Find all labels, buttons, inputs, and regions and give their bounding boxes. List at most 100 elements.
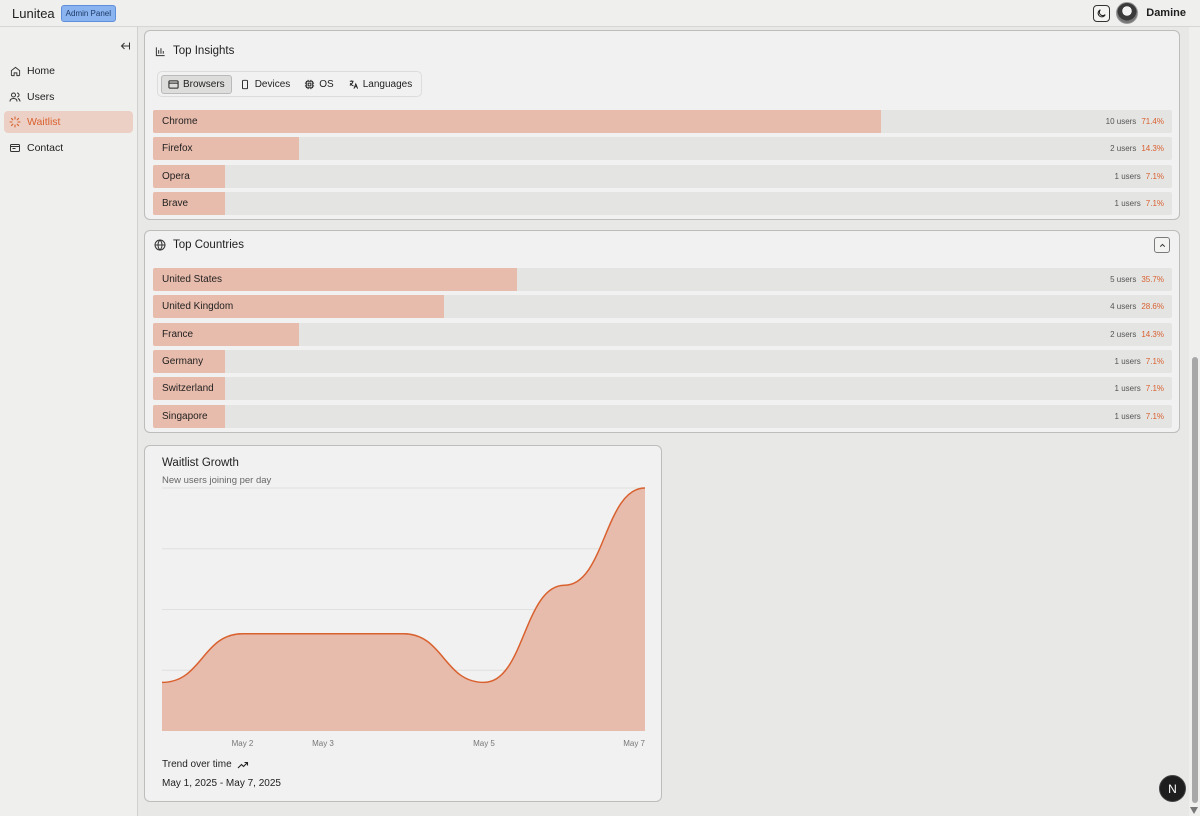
theme-toggle-button[interactable] xyxy=(1093,4,1111,22)
sidebar-item-label: Users xyxy=(27,90,55,103)
date-range: May 1, 2025 - May 7, 2025 xyxy=(162,778,281,789)
bar-fill xyxy=(153,349,226,373)
floating-action-button[interactable]: N xyxy=(1159,775,1186,802)
percentage: 7.1% xyxy=(1145,171,1164,181)
bar-meta: 2 users 14.3% xyxy=(1110,323,1164,346)
admin-badge: Admin Panel xyxy=(60,4,117,22)
bar-label: Opera xyxy=(162,170,190,182)
sidebar-item-contact[interactable]: Contact xyxy=(4,137,133,159)
x-tick-label: May 3 xyxy=(312,739,334,748)
chart-icon xyxy=(154,45,166,57)
tab-os[interactable]: OS xyxy=(298,75,339,94)
percentage: 14.3% xyxy=(1141,144,1164,154)
x-tick-label: May 2 xyxy=(232,739,254,748)
bar-meta: 1 users 7.1% xyxy=(1115,165,1164,188)
loader-icon xyxy=(9,116,21,128)
chevron-up-icon xyxy=(1159,243,1165,247)
percentage: 35.7% xyxy=(1141,275,1164,284)
sidebar-item-home[interactable]: Home xyxy=(4,60,133,82)
tab-languages[interactable]: Languages xyxy=(342,75,419,94)
collapse-countries-button[interactable] xyxy=(1154,237,1170,253)
tab-devices[interactable]: Devices xyxy=(234,75,297,94)
contact-icon xyxy=(9,142,21,154)
bar-row: Switzerland 1 users 7.1% xyxy=(153,377,1172,401)
bar-fill xyxy=(153,110,881,133)
percentage: 7.1% xyxy=(1145,198,1164,208)
bar-label: United States xyxy=(162,274,223,285)
sidebar: Home Users Waitlist Contact xyxy=(0,27,138,816)
trend-caption: Trend over time xyxy=(162,759,249,770)
percentage: 7.1% xyxy=(1145,411,1164,421)
page-scrollbar[interactable] xyxy=(1189,27,1200,816)
top-insights-card: Top Insights Browsers Devices OS Languag… xyxy=(144,30,1180,220)
bar-fill xyxy=(153,377,226,401)
user-count: 10 users xyxy=(1105,117,1137,126)
sidebar-item-label: Waitlist xyxy=(27,116,61,129)
chart-title: Waitlist Growth xyxy=(162,457,239,469)
user-count: 1 users xyxy=(1114,384,1141,394)
bar-fill xyxy=(153,404,226,428)
app-name[interactable]: Lunitea xyxy=(12,5,55,21)
bar-label: France xyxy=(162,328,194,340)
user-count: 5 users xyxy=(1110,275,1137,284)
x-tick-label: May 7 xyxy=(623,739,645,748)
scrollbar-thumb[interactable] xyxy=(1192,357,1198,803)
username[interactable]: Damine xyxy=(1146,7,1186,19)
bar-label: Firefox xyxy=(162,143,193,155)
user-count: 1 users xyxy=(1114,411,1141,421)
tab-browsers[interactable]: Browsers xyxy=(161,74,232,94)
sidebar-item-waitlist[interactable]: Waitlist xyxy=(4,111,133,134)
cpu-icon xyxy=(304,79,315,90)
percentage: 71.4% xyxy=(1141,117,1164,126)
user-count: 2 users xyxy=(1110,329,1137,339)
bar-label: Singapore xyxy=(162,410,208,422)
top-insights-title: Top Insights xyxy=(154,45,234,57)
device-icon xyxy=(240,79,251,90)
bar-row: France 2 users 14.3% xyxy=(153,322,1172,346)
trend-label: Trend over time xyxy=(162,759,232,770)
top-countries-title: Top Countries xyxy=(154,239,244,251)
sidebar-item-users[interactable]: Users xyxy=(4,86,133,108)
top-bar: Lunitea Admin Panel Damine xyxy=(0,0,1200,27)
bar-meta: 4 users 28.6% xyxy=(1110,295,1164,318)
percentage: 7.1% xyxy=(1145,384,1164,394)
bar-row: Singapore 1 users 7.1% xyxy=(153,404,1172,428)
languages-icon xyxy=(348,79,359,90)
insights-tabs: Browsers Devices OS Languages xyxy=(157,71,423,97)
chart-subtitle: New users joining per day xyxy=(162,475,272,486)
user-count: 1 users xyxy=(1114,356,1141,366)
users-icon xyxy=(9,91,21,103)
sidebar-item-label: Contact xyxy=(27,141,64,154)
bar-fill xyxy=(153,137,299,161)
waitlist-growth-card: Waitlist Growth New users joining per da… xyxy=(144,445,662,802)
bar-meta: 1 users 7.1% xyxy=(1115,350,1164,373)
bar-row: Opera 1 users 7.1% xyxy=(153,164,1172,188)
bar-label: Germany xyxy=(162,355,204,367)
avatar[interactable] xyxy=(1116,2,1139,24)
sidebar-collapse-button[interactable] xyxy=(118,39,132,53)
sidebar-item-label: Home xyxy=(27,65,56,77)
bar-row: Firefox 2 users 14.3% xyxy=(153,137,1172,161)
x-tick-label: May 5 xyxy=(473,739,495,748)
globe-icon xyxy=(154,239,166,251)
bar-row: United States 5 users 35.7% xyxy=(153,268,1172,291)
home-icon xyxy=(9,65,21,77)
bar-meta: 1 users 7.1% xyxy=(1115,192,1164,215)
user-count: 4 users xyxy=(1110,302,1137,312)
browser-icon xyxy=(168,79,179,90)
waitlist-growth-chart: May 2 May 3 May 5 May 7 xyxy=(161,487,646,748)
bar-fill xyxy=(153,191,226,215)
collapse-left-icon xyxy=(120,42,130,50)
scroll-down-arrow-icon[interactable] xyxy=(1190,807,1198,814)
bar-meta: 1 users 7.1% xyxy=(1115,377,1164,400)
sidebar-nav: Home Users Waitlist Contact xyxy=(4,60,133,162)
percentage: 28.6% xyxy=(1141,302,1164,312)
percentage: 14.3% xyxy=(1141,329,1164,339)
bar-row: Germany 1 users 7.1% xyxy=(153,349,1172,373)
bar-meta: 1 users 7.1% xyxy=(1115,405,1164,428)
bar-row: Brave 1 users 7.1% xyxy=(153,191,1172,215)
bar-meta: 2 users 14.3% xyxy=(1110,137,1164,160)
bar-fill xyxy=(153,164,226,188)
bar-row: United Kingdom 4 users 28.6% xyxy=(153,295,1172,319)
bar-fill xyxy=(153,295,445,319)
